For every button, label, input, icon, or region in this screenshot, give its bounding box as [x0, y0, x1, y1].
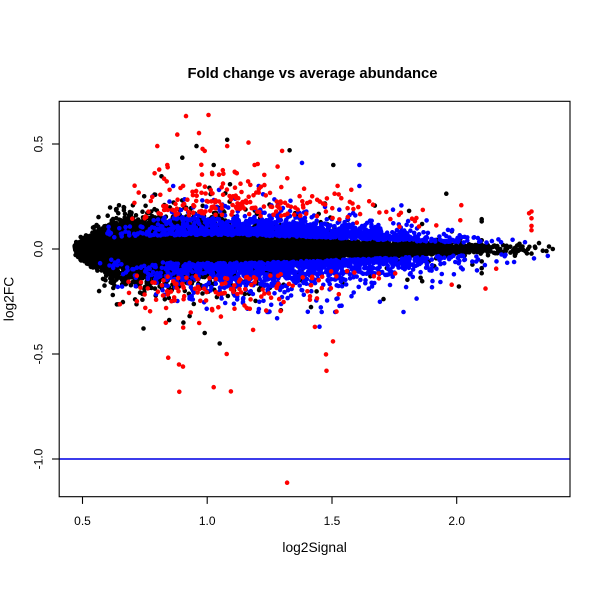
svg-text:-1.0: -1.0 — [32, 448, 46, 469]
svg-text:0.5: 0.5 — [74, 514, 91, 528]
svg-text:2.0: 2.0 — [448, 514, 465, 528]
svg-text:log2FC: log2FC — [2, 277, 17, 322]
svg-text:log2Signal: log2Signal — [282, 540, 346, 555]
svg-text:0.5: 0.5 — [32, 135, 46, 152]
svg-text:-0.5: -0.5 — [32, 343, 46, 364]
svg-text:Fold change vs average abundan: Fold change vs average abundance — [188, 66, 438, 82]
svg-text:1.0: 1.0 — [199, 514, 216, 528]
svg-text:1.5: 1.5 — [324, 514, 341, 528]
svg-text:0.0: 0.0 — [32, 240, 46, 257]
